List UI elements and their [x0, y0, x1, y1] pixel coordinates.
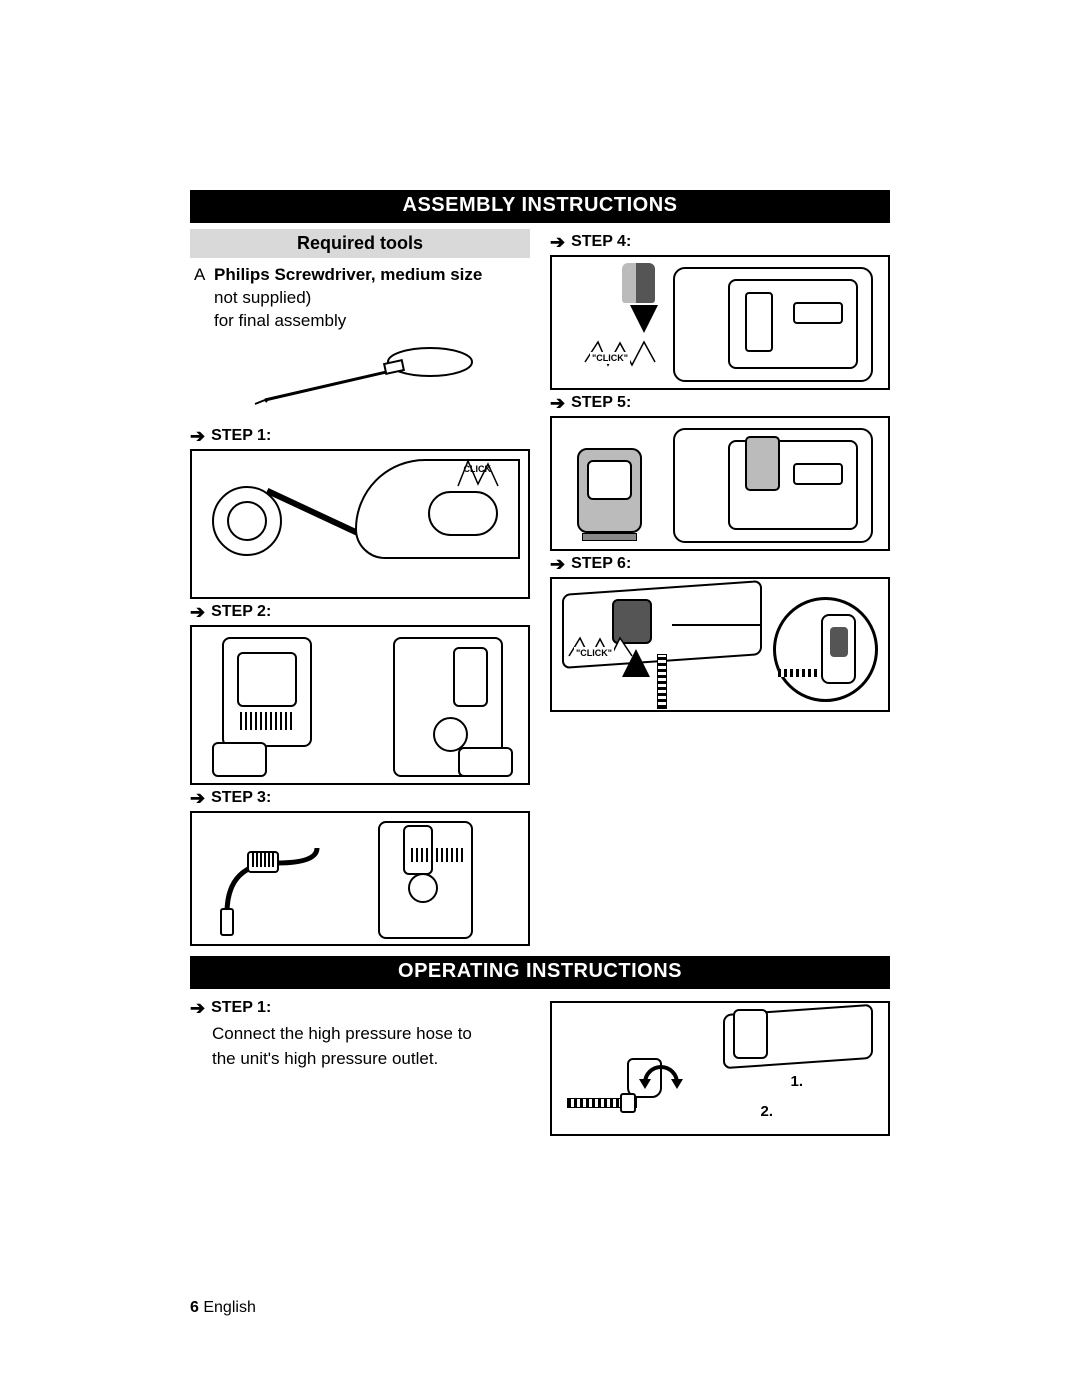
step-1-figure: CLICK — [190, 449, 530, 599]
step-6-label: ➔ STEP 6: — [550, 555, 890, 573]
op-step-1-text: STEP 1: — [211, 999, 271, 1017]
step-2-text: STEP 2: — [211, 603, 271, 621]
arrow-icon: ➔ — [190, 427, 205, 445]
required-tools-header: Required tools — [190, 229, 530, 258]
arrow-icon: ➔ — [190, 999, 205, 1017]
step-3-label: ➔ STEP 3: — [190, 789, 530, 807]
arrow-icon: ➔ — [550, 555, 565, 573]
assembly-right-column: ➔ STEP 4: "CLICK" ➔ STEP 5: — [550, 229, 890, 946]
step-2-figure — [190, 625, 530, 785]
arrow-icon: ➔ — [550, 233, 565, 251]
arrow-icon: ➔ — [550, 394, 565, 412]
assembly-header: ASSEMBLY INSTRUCTIONS — [190, 190, 890, 223]
step-4-figure: "CLICK" — [550, 255, 890, 390]
step-4-text: STEP 4: — [571, 233, 631, 251]
step-3-text: STEP 3: — [211, 789, 271, 807]
operating-columns: ➔ STEP 1: Connect the high pressure hose… — [190, 995, 890, 1136]
step-1-text: STEP 1: — [211, 427, 271, 445]
step-6-text: STEP 6: — [571, 555, 631, 573]
arrow-icon: ➔ — [190, 603, 205, 621]
arrow-icon: ➔ — [190, 789, 205, 807]
step-5-label: ➔ STEP 5: — [550, 394, 890, 412]
step-5-text: STEP 5: — [571, 394, 631, 412]
operating-right-column: 1. 2. — [550, 995, 890, 1136]
op-step-1-line2: the unit's high pressure outlet. — [190, 1046, 530, 1071]
click-label-4: "CLICK" — [590, 352, 630, 364]
page-footer: 6 English — [190, 1299, 256, 1317]
operating-left-column: ➔ STEP 1: Connect the high pressure hose… — [190, 995, 530, 1136]
step-2-label: ➔ STEP 2: — [190, 603, 530, 621]
tool-description: APhilips Screwdriver, medium size — [190, 264, 530, 287]
tool-letter: A — [194, 264, 214, 287]
assembly-left-column: Required tools APhilips Screwdriver, med… — [190, 229, 530, 946]
step-5-figure — [550, 416, 890, 551]
tool-name: Philips Screwdriver, medium size — [214, 265, 482, 284]
step-3-figure — [190, 811, 530, 946]
assembly-columns: Required tools APhilips Screwdriver, med… — [190, 229, 890, 946]
click-label-6: "CLICK" — [574, 647, 614, 659]
operating-header: OPERATING INSTRUCTIONS — [190, 956, 890, 989]
page-language: English — [203, 1299, 255, 1316]
step-4-label: ➔ STEP 4: — [550, 233, 890, 251]
step-6-figure: "CLICK" — [550, 577, 890, 712]
callout-1: 1. — [790, 1073, 803, 1090]
op-step-1-label: ➔ STEP 1: — [190, 999, 530, 1017]
op-step-1-figure: 1. 2. — [550, 1001, 890, 1136]
op-step-1-line1: Connect the high pressure hose to — [190, 1021, 530, 1046]
tool-note-1: not supplied) — [190, 287, 530, 310]
page-number: 6 — [190, 1299, 199, 1316]
tool-note-2: for final assembly — [190, 310, 530, 333]
screwdriver-illustration — [190, 337, 530, 417]
callout-2: 2. — [760, 1103, 773, 1120]
step-1-label: ➔ STEP 1: — [190, 427, 530, 445]
